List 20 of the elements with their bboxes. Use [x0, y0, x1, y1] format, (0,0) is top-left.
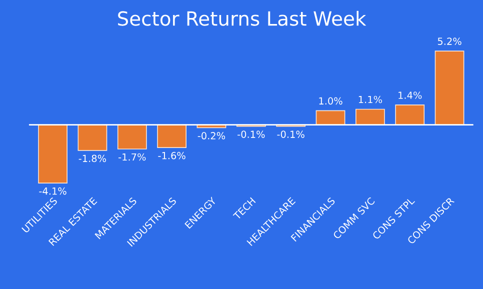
data-label: -1.8%: [78, 154, 106, 162]
bar: [395, 104, 425, 126]
data-label: 1.0%: [319, 97, 342, 105]
bar: [117, 124, 147, 150]
data-label: 1.1%: [358, 96, 382, 104]
bar: [355, 108, 385, 126]
data-label: -0.1%: [238, 130, 265, 138]
data-label: -4.1%: [39, 187, 66, 195]
bar: [38, 124, 68, 184]
data-label: -1.6%: [158, 152, 186, 160]
data-label: 5.2%: [438, 38, 462, 45]
bar: [434, 50, 464, 126]
data-label: -0.2%: [198, 132, 226, 140]
bar: [78, 124, 108, 151]
data-label: -1.7%: [118, 153, 146, 161]
bar: [316, 110, 346, 126]
bar: [157, 124, 187, 148]
data-label: -0.1%: [277, 130, 304, 138]
chart-title: Sector Returns Last Week: [118, 10, 366, 26]
data-label: 1.4%: [398, 92, 422, 99]
